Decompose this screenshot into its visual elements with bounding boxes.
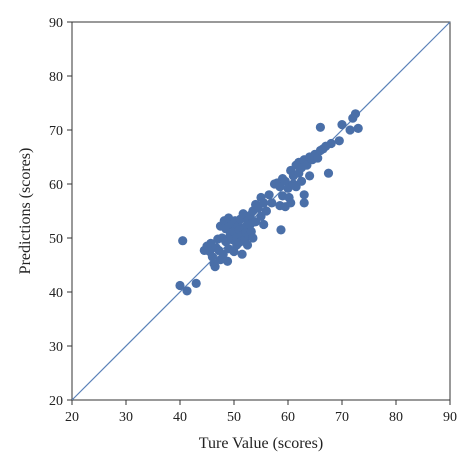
y-tick-label: 30 <box>49 340 63 355</box>
y-axis-title: Predictions (scores) <box>17 148 34 275</box>
data-point <box>259 198 269 208</box>
x-tick-label: 40 <box>173 410 187 425</box>
y-tick-label: 50 <box>49 232 63 247</box>
data-point <box>237 249 247 259</box>
y-tick-label: 60 <box>49 178 63 193</box>
data-point <box>276 225 286 235</box>
data-point <box>191 278 201 288</box>
x-tick-label: 90 <box>443 410 457 425</box>
data-point <box>182 286 192 296</box>
data-point <box>264 190 274 200</box>
data-point <box>267 198 277 208</box>
y-tick-label: 80 <box>49 70 63 85</box>
data-point <box>296 176 307 186</box>
y-tick-label: 40 <box>49 286 63 301</box>
data-point <box>299 198 309 208</box>
x-tick-label: 80 <box>389 410 403 425</box>
data-point <box>305 171 315 181</box>
data-point <box>286 198 296 208</box>
data-point <box>334 136 344 146</box>
data-point <box>238 209 248 219</box>
x-axis-title: Ture Value (scores) <box>199 435 323 452</box>
y-tick-label: 20 <box>49 394 63 409</box>
data-point <box>326 138 336 149</box>
data-point <box>337 120 347 130</box>
data-point <box>280 176 290 186</box>
data-point <box>323 168 334 178</box>
x-tick-label: 30 <box>119 410 133 425</box>
data-point <box>353 123 363 133</box>
x-tick-label: 50 <box>227 410 241 425</box>
data-point <box>175 280 185 291</box>
data-point <box>242 240 253 250</box>
x-tick-label: 70 <box>335 410 349 425</box>
data-point <box>313 153 323 163</box>
data-point <box>350 109 361 119</box>
data-point <box>315 122 325 132</box>
data-point <box>259 219 269 230</box>
y-tick-label: 90 <box>49 16 63 31</box>
y-tick-label: 70 <box>49 124 63 139</box>
x-tick-label: 20 <box>65 410 79 425</box>
x-tick-label: 60 <box>281 410 295 425</box>
data-point <box>345 125 355 135</box>
data-point <box>178 236 188 246</box>
y-axis-ticks: 20 30 40 50 60 70 80 90 <box>49 16 72 409</box>
data-point <box>207 252 217 262</box>
data-point <box>299 190 309 200</box>
data-point <box>248 233 258 243</box>
data-point <box>222 256 233 266</box>
points-layer <box>175 109 363 296</box>
data-point <box>210 262 220 272</box>
x-axis-ticks: 20 30 40 50 60 70 80 90 <box>65 400 457 425</box>
plot-area <box>71 21 451 401</box>
data-point <box>261 206 271 216</box>
